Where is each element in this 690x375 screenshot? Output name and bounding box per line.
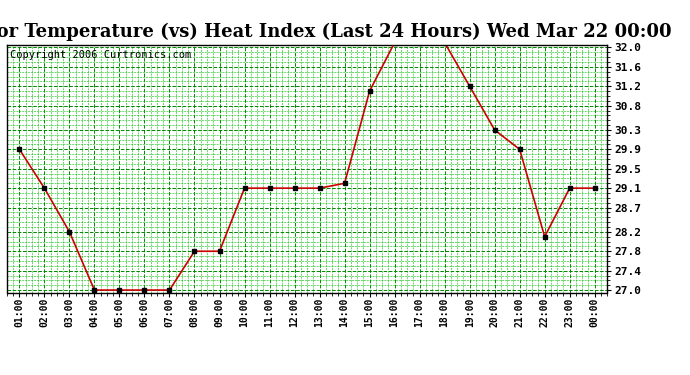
Text: Outdoor Temperature (vs) Heat Index (Last 24 Hours) Wed Mar 22 00:00: Outdoor Temperature (vs) Heat Index (Las… bbox=[0, 22, 672, 41]
Text: Copyright 2006 Curtronics.com: Copyright 2006 Curtronics.com bbox=[10, 50, 191, 60]
